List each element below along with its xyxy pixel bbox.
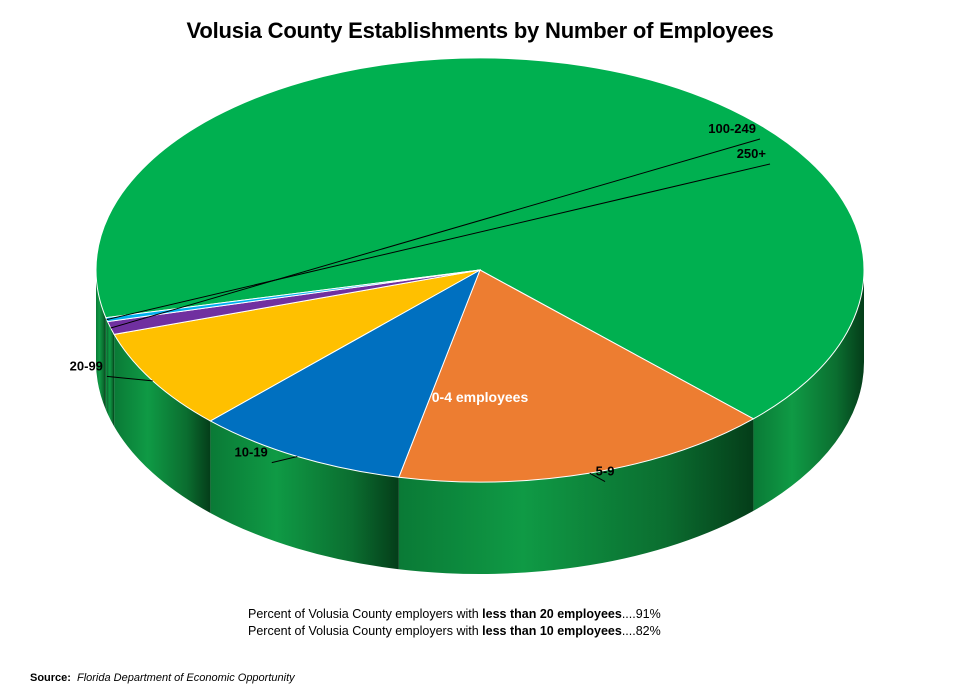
pie-labels: 0-4 employees 5-9 10-19 20-99 100-249 250+: [70, 121, 771, 483]
pie-sides: [96, 270, 864, 574]
pie-side-4-0: [107, 321, 115, 427]
pie-side-0-1: [753, 270, 864, 511]
source-value: Florida Department of Economic Opportuni…: [76, 672, 295, 684]
note-line-2: Percent of Volusia County employers with…: [248, 624, 661, 638]
summary-notes: Percent of Volusia County employers with…: [248, 606, 661, 640]
leader-line: [106, 163, 771, 321]
pie-slice: [398, 269, 755, 483]
slice-label: 0-4 employees: [432, 389, 529, 405]
leader-line: [106, 375, 153, 382]
slice-label: 20-99: [70, 358, 103, 373]
source-label: Source:: [30, 672, 71, 684]
slice-label: 5-9: [596, 464, 615, 479]
source-line: Source: Florida Department of Economic Op…: [30, 672, 295, 684]
leader-line: [271, 455, 298, 464]
slice-label: 250+: [737, 146, 767, 161]
chart-title: Volusia County Establishments by Number …: [186, 18, 774, 43]
note-line-1: Percent of Volusia County employers with…: [248, 607, 661, 621]
slice-label: 100-249: [708, 121, 756, 136]
leader-line: [589, 472, 606, 483]
pie-chart: 0-4 employees 5-9 10-19 20-99 100-249 250+: [70, 57, 865, 574]
pie-slice: [95, 57, 865, 420]
leader-line: [110, 138, 761, 329]
pie-side-2-0: [210, 420, 399, 570]
pie-slices: [95, 57, 865, 483]
pie-side-5-0: [105, 317, 108, 414]
pie-side-1-0: [398, 418, 754, 574]
slice-label: 10-19: [235, 445, 268, 460]
pie-side-0-0: [96, 270, 106, 410]
